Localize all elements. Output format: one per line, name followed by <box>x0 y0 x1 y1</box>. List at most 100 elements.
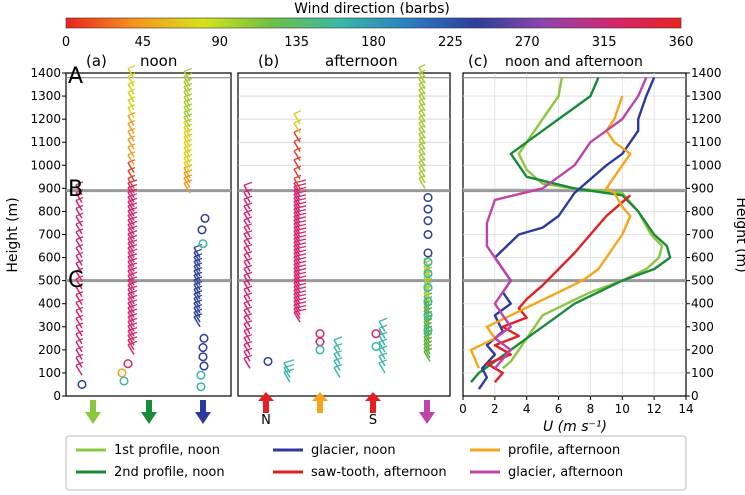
wind-barb-flag <box>283 359 295 364</box>
wind-barb <box>243 344 251 355</box>
y-tick-label: 1000 <box>30 158 61 172</box>
y-tick-label: 1000 <box>691 158 722 172</box>
wind-barb-flag <box>183 67 193 72</box>
wind-barb <box>75 184 83 196</box>
wind-barb <box>423 351 431 362</box>
wind-barb <box>127 170 135 181</box>
wind-barb <box>293 282 301 294</box>
x-tick-label: 12 <box>647 402 662 416</box>
wind-barb-flag <box>183 179 193 184</box>
wind-barb <box>75 207 83 219</box>
wind-barb <box>293 256 301 268</box>
y-tick-label: 600 <box>38 251 61 265</box>
wind-barb <box>183 86 191 97</box>
wind-barb <box>127 196 135 208</box>
wind-barb <box>75 317 83 329</box>
y-tick-label: 1400 <box>691 66 722 80</box>
wind-barb <box>75 357 83 368</box>
y-tick-label: 500 <box>691 274 714 288</box>
legend-label: 2nd profile, noon <box>114 465 225 480</box>
legend-label: 1st profile, noon <box>114 443 220 458</box>
wind-barb <box>127 293 135 305</box>
wind-barb <box>75 364 83 376</box>
wind-barb-flag <box>193 248 203 253</box>
y-tick-label: 300 <box>38 320 61 334</box>
wind-barb <box>293 245 301 257</box>
wind-barb <box>418 72 426 84</box>
wind-barb <box>243 212 251 224</box>
wind-barb <box>127 219 135 231</box>
wind-barb <box>293 159 301 171</box>
wind-barb <box>293 226 301 238</box>
measurement-circle <box>423 310 433 320</box>
wind-barb <box>183 182 191 194</box>
wind-barb <box>127 83 135 95</box>
wind-barb <box>293 141 301 152</box>
wind-barb <box>293 122 301 134</box>
wind-barb <box>243 337 251 348</box>
wind-barb <box>193 316 201 328</box>
measurement-circle <box>371 329 381 339</box>
y-tick-label: 400 <box>38 297 61 311</box>
arrow-a3 <box>195 400 211 424</box>
wind-barb <box>293 289 301 301</box>
y-tick-label: 0 <box>53 389 61 403</box>
wind-barb <box>127 334 135 346</box>
wind-barb-flag <box>183 169 193 174</box>
wind-barb <box>418 172 426 184</box>
wind-barb-flag <box>293 137 302 143</box>
x-axis-c-ticks: 0 2 4 6 8 10 12 14 <box>459 396 694 416</box>
wind-barb <box>293 215 301 227</box>
measurement-circle <box>123 359 133 369</box>
wind-barb <box>127 274 135 286</box>
arrow-a1 <box>85 400 101 424</box>
measurement-circle <box>315 337 325 347</box>
wind-barb <box>183 157 191 168</box>
y-tick-label: 1100 <box>691 135 722 149</box>
wind-barb <box>293 249 301 260</box>
wind-barb <box>418 100 426 112</box>
wind-barb-flag <box>183 72 193 77</box>
wind-barb <box>127 302 135 314</box>
measurement-circle <box>196 382 206 392</box>
wind-barb <box>75 215 83 227</box>
wind-barb <box>193 256 201 268</box>
wind-barb <box>127 339 135 351</box>
panel-c-label: (c) <box>468 52 488 70</box>
wind-barb <box>378 321 386 332</box>
colorbar-tick-label: 45 <box>135 35 152 50</box>
x-tick-label: 8 <box>587 402 595 416</box>
wind-barb <box>183 116 191 128</box>
wind-barb <box>75 255 83 266</box>
wind-barb <box>418 78 426 90</box>
wind-barb <box>75 325 83 337</box>
wind-barb <box>183 177 191 189</box>
wind-barb <box>75 349 83 360</box>
wind-barb <box>127 115 135 126</box>
colorbar-tick-label: 360 <box>669 35 694 50</box>
wind-barb <box>75 270 83 282</box>
measurement-circle <box>198 352 208 362</box>
wind-barb <box>243 226 251 238</box>
colorbar-tick-label: 180 <box>361 35 386 50</box>
level-label-c: C <box>68 268 83 293</box>
wind-barb <box>423 336 431 348</box>
reference-lines <box>66 77 686 283</box>
wind-barb <box>378 327 386 339</box>
wind-barb-flag <box>243 181 253 186</box>
measurement-circle <box>423 193 433 203</box>
y-tick-label: 1200 <box>691 112 722 126</box>
wind-barb <box>127 251 135 263</box>
wind-barb <box>127 191 135 203</box>
wind-barb-flag <box>183 123 193 128</box>
wind-barb <box>183 152 191 163</box>
wind-barb <box>243 288 251 300</box>
wind-barb <box>418 67 426 79</box>
colorbar-tick-label: 315 <box>592 35 617 50</box>
y-tick-label: 1300 <box>30 89 61 103</box>
colorbar-tick-label: 90 <box>211 35 228 50</box>
wind-barb <box>243 351 251 362</box>
y-axis-right-label: Height (m) <box>733 197 745 272</box>
wind-barb <box>127 270 135 282</box>
wind-barb <box>127 210 135 222</box>
